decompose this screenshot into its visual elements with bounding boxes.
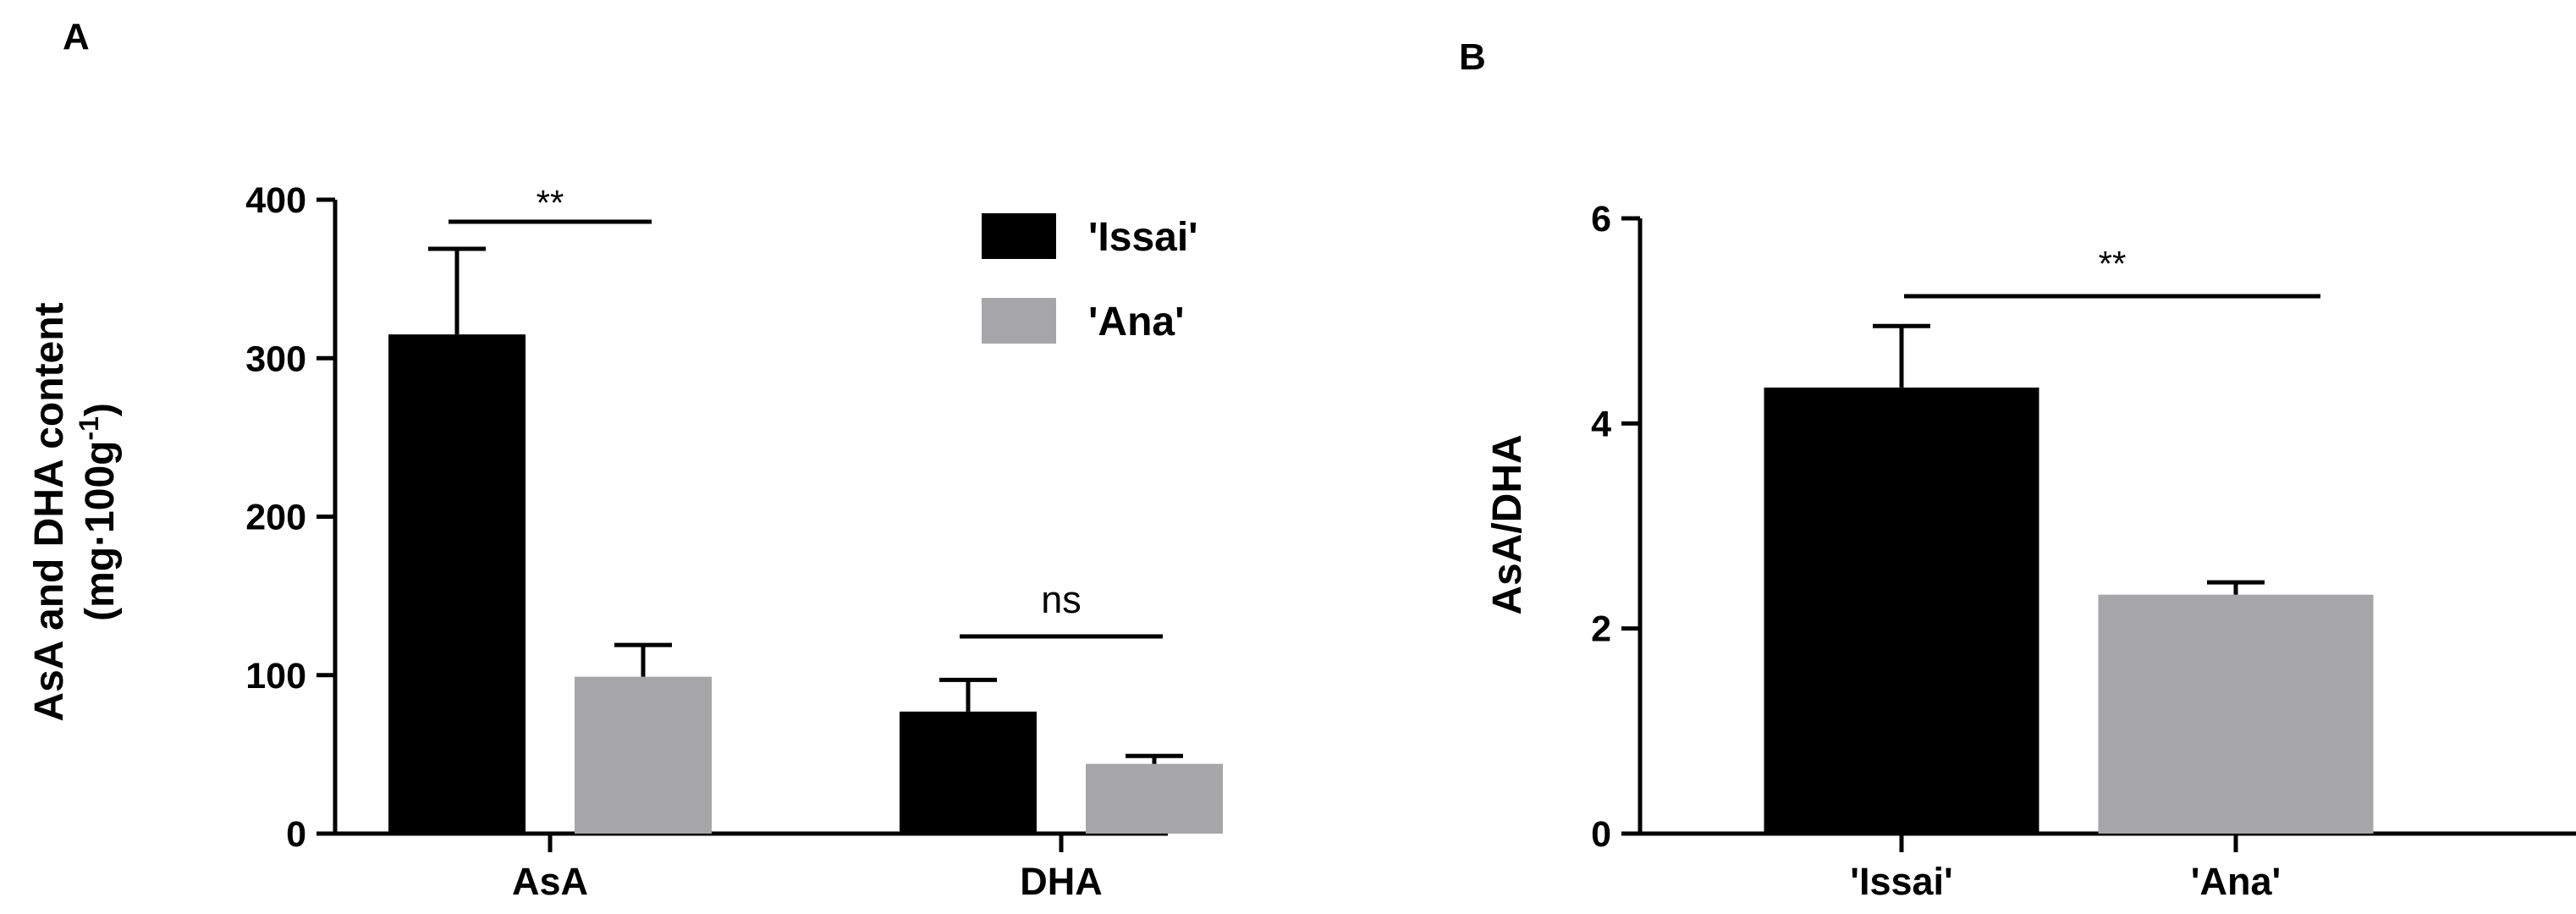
panel-a-y-label-line1: AsA and DHA content: [27, 302, 72, 721]
panel-b-x-tick-label: 'Ana': [2191, 860, 2281, 903]
panel-a-y-tick-label: 400: [245, 180, 306, 221]
bar-ratio-ana: [2098, 594, 2374, 834]
panel-b-bars: **: [1764, 244, 2374, 834]
significance-label-ratio: **: [2099, 244, 2127, 284]
panel-a-y-label-sup: -1: [74, 416, 104, 440]
panel-b: B AsA/DHA 0 2 4 6 'Issai' 'Ana' **: [1459, 36, 2576, 903]
legend-swatch-issai: [982, 213, 1056, 259]
significance-label-dha: ns: [1041, 578, 1082, 621]
panel-a: A AsA and DHA content (mg·100g-1) 0 100 20…: [27, 16, 1223, 903]
panel-b-axes: 0 2 4 6 'Issai' 'Ana': [1591, 199, 2576, 903]
bar-ana-asa: [575, 676, 712, 834]
panel-a-letter: A: [63, 16, 90, 58]
panel-b-y-tick-label: 2: [1591, 609, 1611, 650]
panel-b-y-tick-label: 0: [1591, 814, 1611, 855]
bar-ratio-issai: [1764, 387, 2039, 834]
panel-a-y-tick-label: 300: [245, 339, 306, 379]
legend-label-issai: 'Issai': [1088, 215, 1198, 260]
panel-a-y-label-unit: (mg·100g: [78, 441, 123, 621]
legend-swatch-ana: [982, 298, 1056, 344]
panel-a-bars: ** ns: [388, 183, 1223, 834]
panel-b-y-tick-label: 4: [1591, 404, 1611, 444]
bar-issai-asa: [388, 334, 526, 834]
bar-issai-dha: [900, 711, 1037, 834]
panel-a-x-tick-label: DHA: [1020, 860, 1103, 903]
panel-b-y-label: AsA/DHA: [1485, 434, 1530, 614]
panel-a-y-tick-label: 100: [245, 656, 306, 697]
panel-a-y-label-line2: (mg·100g-1): [74, 403, 123, 621]
significance-label-asa: **: [537, 183, 564, 223]
panel-b-x-tick-label: 'Issai': [1850, 860, 1953, 903]
panel-a-y-tick-label: 0: [286, 814, 306, 855]
bar-ana-dha: [1086, 763, 1223, 834]
panel-b-letter: B: [1459, 36, 1486, 78]
panel-b-y-tick-label: 6: [1591, 199, 1611, 240]
legend-label-ana: 'Ana': [1088, 300, 1185, 344]
legend: 'Issai' 'Ana': [982, 213, 1198, 344]
panel-a-x-tick-label: AsA: [512, 860, 588, 903]
panel-a-y-axis-label: AsA and DHA content (mg·100g-1): [27, 302, 123, 721]
panel-a-y-tick-label: 200: [245, 498, 306, 538]
panel-a-y-label-close: ): [78, 403, 123, 416]
